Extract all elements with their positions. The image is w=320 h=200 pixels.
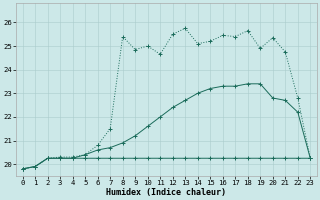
- X-axis label: Humidex (Indice chaleur): Humidex (Indice chaleur): [107, 188, 227, 197]
